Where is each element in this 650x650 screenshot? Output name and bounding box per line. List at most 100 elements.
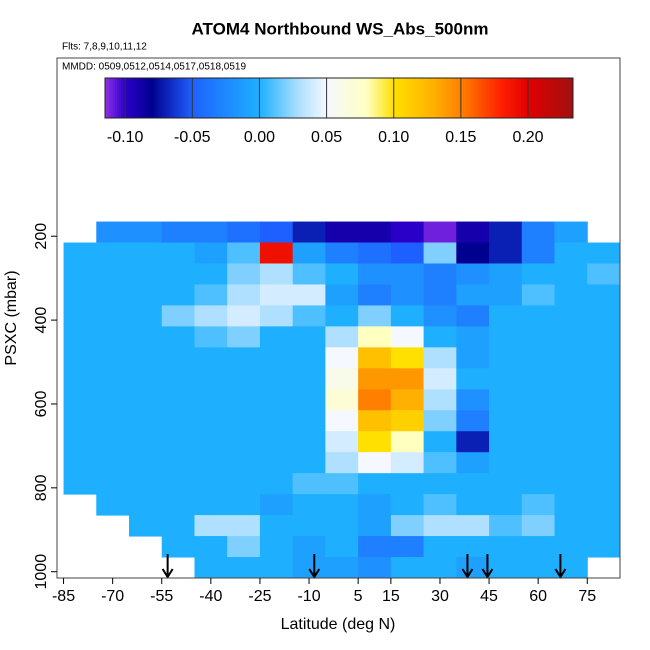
colorbar-swatch (547, 78, 550, 118)
heatmap-cell (456, 347, 490, 369)
heatmap-cell (521, 557, 556, 579)
heatmap-cell (554, 410, 588, 432)
colorbar-swatch (107, 78, 110, 118)
colorbar-swatch (473, 78, 476, 118)
colorbar-swatch (397, 78, 400, 118)
heatmap-cell (194, 263, 228, 285)
heatmap-cell (358, 284, 392, 306)
colorbar-swatch (495, 78, 498, 118)
colorbar-swatch (399, 78, 402, 118)
heatmap-cell (456, 494, 490, 516)
heatmap-cell (423, 284, 457, 306)
colorbar-swatch (345, 78, 348, 118)
heatmap-cell (227, 431, 261, 453)
heatmap-cell (63, 263, 97, 285)
colorbar-swatch (517, 78, 520, 118)
colorbar-swatch (305, 78, 308, 118)
colorbar-swatch (433, 78, 436, 118)
colorbar-swatch (361, 78, 364, 118)
colorbar-swatch (349, 78, 352, 118)
heatmap-cell (456, 557, 490, 579)
heatmap-cell (554, 242, 588, 264)
heatmap-cell (96, 326, 130, 348)
colorbar-swatch (181, 78, 184, 118)
heatmap-cell (161, 410, 195, 432)
colorbar-swatch (127, 78, 130, 118)
heatmap-cell (259, 389, 294, 411)
heatmap-cell (456, 389, 490, 411)
colorbar-swatch (555, 78, 558, 118)
heatmap-cell (63, 452, 97, 474)
heatmap-cell (390, 368, 425, 390)
heatmap-cell (325, 473, 359, 495)
heatmap-cell (194, 557, 228, 579)
heatmap-cell (587, 494, 621, 516)
colorbar-swatch (545, 78, 548, 118)
heatmap-cell (129, 242, 163, 264)
heatmap-cell (227, 368, 261, 390)
colorbar-swatch (443, 78, 446, 118)
colorbar-swatch (425, 78, 428, 118)
heatmap-cell (521, 473, 556, 495)
colorbar-swatch (135, 78, 138, 118)
x-tick-label: -40 (199, 588, 222, 605)
heatmap-cell (161, 431, 195, 453)
colorbar-swatch (439, 78, 442, 118)
colorbar-swatch (283, 78, 286, 118)
x-tick-label: 60 (529, 588, 547, 605)
heatmap-cell (227, 347, 261, 369)
heatmap-cell (456, 431, 490, 453)
heatmap-cell (161, 326, 195, 348)
colorbar-swatch (471, 78, 474, 118)
heatmap-cell (521, 326, 556, 348)
colorbar-swatch (431, 78, 434, 118)
heatmap-cell (227, 221, 261, 244)
colorbar-swatch (371, 78, 374, 118)
heatmap-cell (63, 305, 97, 327)
heatmap-cell (227, 305, 261, 327)
heatmap-cell (390, 263, 425, 285)
colorbar-swatch (351, 78, 354, 118)
colorbar-swatch (499, 78, 502, 118)
colorbar-swatch (141, 78, 144, 118)
heatmap-cell (292, 452, 326, 474)
heatmap-cell (358, 242, 392, 264)
colorbar-swatch (467, 78, 470, 118)
heatmap-cell (587, 410, 621, 432)
colorbar-swatch (493, 78, 496, 118)
heatmap-cell (423, 473, 457, 495)
colorbar-swatch (239, 78, 242, 118)
heatmap-cell (96, 389, 130, 411)
heatmap-cell (227, 326, 261, 348)
colorbar-swatch (457, 78, 460, 118)
heatmap-cell (489, 221, 523, 244)
colorbar-swatch (195, 78, 198, 118)
heatmap-cell (521, 452, 556, 474)
heatmap-cell (390, 410, 425, 432)
heatmap-cell (456, 221, 490, 244)
colorbar-swatch (267, 78, 270, 118)
heatmap-cell (358, 557, 392, 579)
heatmap-cell (259, 242, 294, 264)
colorbar-swatch (173, 78, 176, 118)
heatmap-cell (390, 389, 425, 411)
heatmap-cell (259, 494, 294, 516)
colorbar-swatch (265, 78, 268, 118)
heatmap-cell (325, 536, 359, 558)
heatmap-cell (456, 536, 490, 558)
heatmap-cell (96, 263, 130, 285)
heatmap-cell (259, 305, 294, 327)
colorbar-tick-label: -0.05 (174, 129, 211, 146)
heatmap-cell (63, 347, 97, 369)
colorbar-swatch (249, 78, 252, 118)
heatmap-cell (587, 368, 621, 390)
heatmap-cell (554, 515, 588, 537)
heatmap-cell (292, 326, 326, 348)
colorbar-swatch (423, 78, 426, 118)
colorbar-swatch (387, 78, 390, 118)
heatmap-cell (358, 368, 392, 390)
heatmap-cell (227, 284, 261, 306)
colorbar-swatch (153, 78, 156, 118)
colorbar-swatch (261, 78, 264, 118)
heatmap-cell (521, 389, 556, 411)
